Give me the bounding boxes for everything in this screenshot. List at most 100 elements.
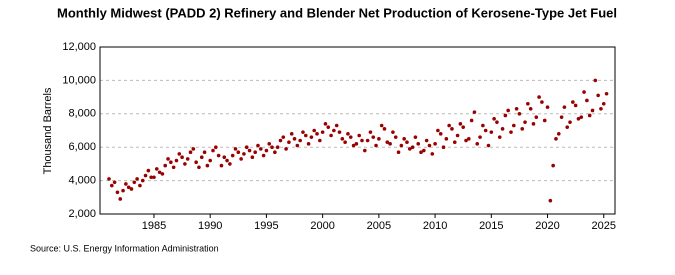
y-axis-label: Thousand Barrels [42,87,54,174]
point [174,158,179,163]
point [191,147,196,151]
point [236,150,241,155]
point [261,153,266,158]
y-tick-label: 2,000 [68,208,96,220]
point [450,127,454,131]
point [244,145,249,149]
point [540,100,544,104]
point [506,108,510,113]
point [253,150,257,155]
point [318,138,322,143]
point [326,125,331,129]
point [118,197,123,201]
point [528,106,533,111]
point [526,101,530,106]
point [171,165,176,170]
point [424,138,429,143]
point [436,128,440,133]
point [298,138,302,143]
point [385,140,390,144]
point [135,177,139,181]
point [197,165,201,170]
point [497,135,502,139]
point [312,128,317,133]
point [303,133,308,138]
point [556,132,561,136]
point [309,135,314,139]
point [495,120,499,124]
point [568,120,572,124]
point [214,145,218,149]
point [216,153,221,158]
x-tick-label: 2025 [592,220,616,232]
point [230,153,235,158]
point [126,185,131,190]
point [149,175,153,180]
point [447,123,451,128]
point [582,90,586,94]
point [160,172,165,176]
point [115,190,120,195]
point [315,132,319,136]
point [264,148,269,153]
point [166,157,170,161]
point [377,137,381,141]
point [228,162,232,166]
point [320,130,325,134]
point [194,160,198,165]
point [523,120,527,124]
point [250,155,255,160]
point [219,163,224,168]
point [576,117,581,121]
point [410,145,415,149]
point [531,122,536,126]
point [323,122,328,126]
point [475,142,480,146]
point [478,135,482,139]
point [363,148,367,153]
point [571,100,575,104]
point [604,91,609,96]
point [152,175,156,180]
point [596,93,600,98]
y-tick-label: 4,000 [68,175,96,187]
point [357,133,361,138]
point [509,130,513,134]
point [273,150,277,155]
point [183,162,187,166]
point [132,180,137,185]
point [354,142,359,146]
point [393,135,398,139]
point [222,155,227,160]
point [348,135,353,139]
point [177,152,182,156]
point [258,147,263,151]
point [124,182,128,186]
point [242,152,246,156]
point [551,163,555,168]
point [112,180,117,185]
point [329,133,333,138]
point [337,130,342,134]
point [542,118,547,123]
point [256,143,260,148]
x-tick-label: 2020 [535,220,559,232]
point [481,123,485,128]
point [332,128,336,133]
point [467,137,471,141]
point [267,142,272,146]
point [225,158,229,163]
point [520,127,525,131]
x-tick-label: 1990 [198,220,222,232]
point [407,147,412,151]
point [469,118,474,123]
point [157,170,162,175]
point [202,150,207,155]
point [233,147,238,151]
point [472,110,477,114]
point [306,142,311,146]
x-tick-label: 1995 [254,220,278,232]
point [399,143,404,148]
point [483,128,488,133]
point [295,143,300,148]
